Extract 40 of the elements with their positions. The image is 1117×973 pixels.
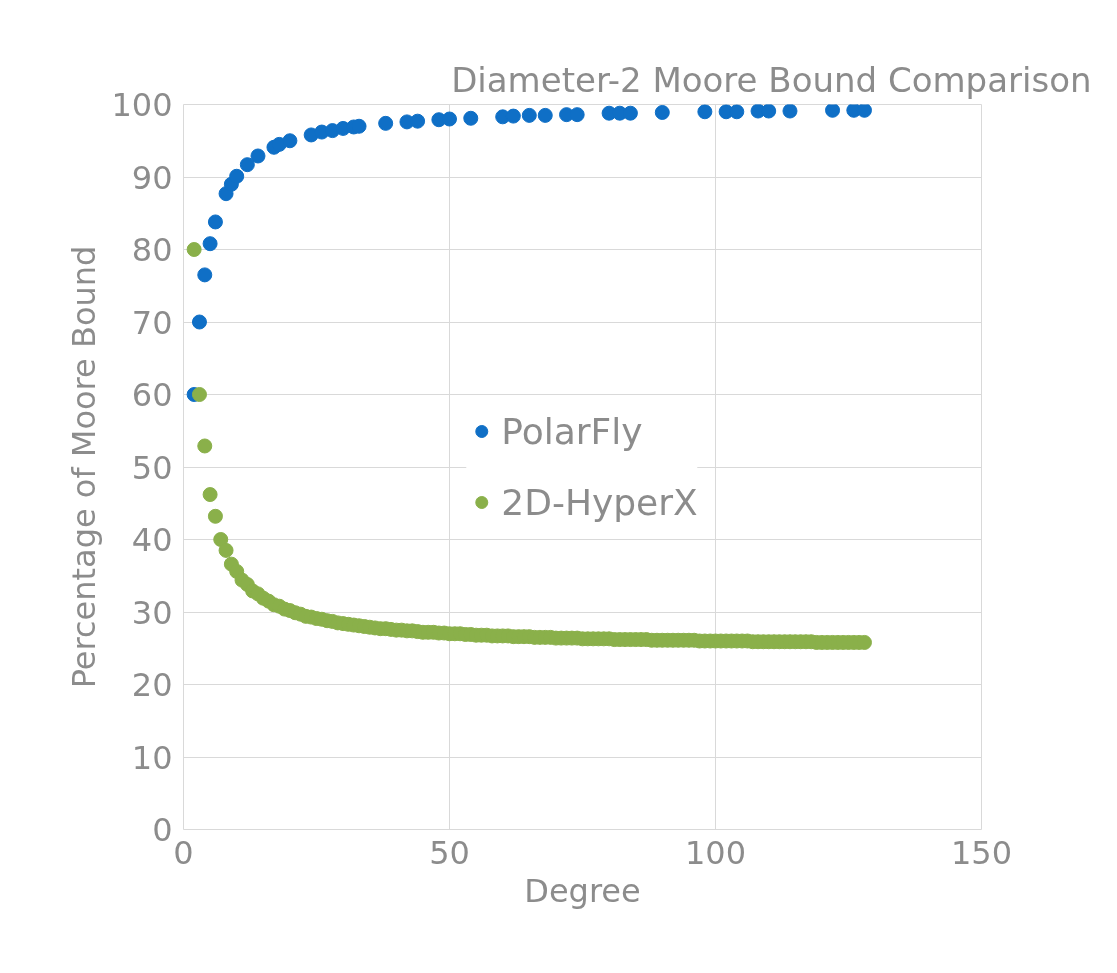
point [229, 168, 245, 184]
point [410, 113, 426, 129]
y-tick-label: 30 [131, 593, 173, 632]
point [521, 107, 537, 123]
y-tick-label: 100 [111, 86, 173, 124]
legend-label: PolarFly [501, 410, 643, 452]
point [191, 314, 207, 330]
point [729, 104, 745, 120]
y-tick-label: 90 [131, 158, 173, 197]
point [463, 110, 479, 126]
y-tick-label: 10 [131, 738, 173, 777]
point [697, 104, 713, 120]
legend-label: 2D-HyperX [501, 481, 698, 523]
point [825, 104, 841, 118]
point [782, 104, 798, 119]
point [282, 133, 298, 149]
point [442, 111, 457, 127]
point [202, 236, 218, 252]
point [207, 214, 223, 230]
x-tick-label: 100 [684, 833, 747, 872]
y-tick-label: 70 [131, 303, 173, 342]
point [654, 104, 670, 120]
point [569, 107, 585, 123]
y-tick-label: 40 [131, 521, 173, 559]
point [250, 148, 266, 164]
point [239, 157, 255, 173]
x-tick-label: 50 [429, 833, 470, 872]
point [505, 108, 521, 124]
y-axis-title: Percentage of Moore Bound [65, 245, 104, 689]
y-tick-label: 50 [131, 448, 173, 487]
x-tick-label: 150 [950, 833, 1013, 872]
point [197, 267, 213, 283]
y-tick-label: 20 [131, 666, 173, 704]
y-tick-label: 60 [131, 376, 173, 414]
point [378, 115, 394, 131]
y-tick-label: 80 [131, 231, 173, 269]
chart-title: Diameter-2 Moore Bound Comparison [451, 59, 1092, 100]
point [537, 107, 553, 123]
x-axis-title: Degree [524, 871, 641, 910]
point [761, 104, 777, 119]
